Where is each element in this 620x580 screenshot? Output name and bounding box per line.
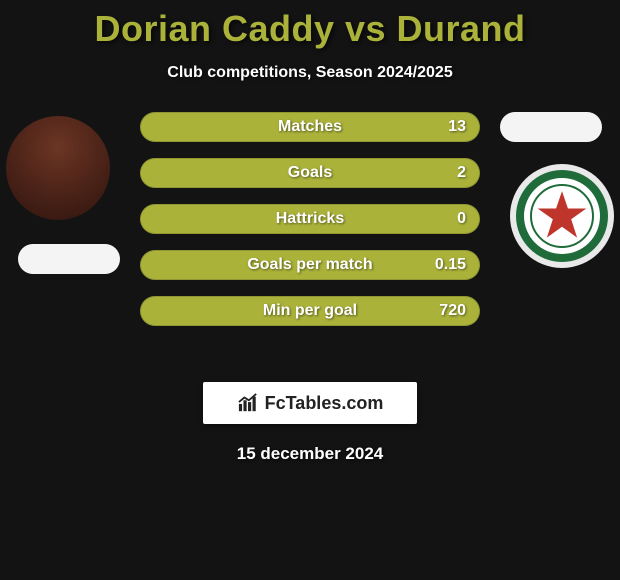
stat-right-value: 0 (457, 204, 466, 234)
stat-label: Hattricks (140, 204, 480, 234)
stat-label: Goals (140, 158, 480, 188)
stat-row-min-per-goal: Min per goal 720 (140, 296, 480, 326)
stat-row-matches: Matches 13 (140, 112, 480, 142)
stat-row-goals-per-match: Goals per match 0.15 (140, 250, 480, 280)
star-icon (535, 188, 589, 242)
stat-label: Matches (140, 112, 480, 142)
player-left-avatar (6, 116, 110, 220)
stat-label: Min per goal (140, 296, 480, 326)
stat-row-hattricks: Hattricks 0 (140, 204, 480, 234)
stat-bars: Matches 13 Goals 2 Hattricks 0 Goals per… (140, 112, 480, 342)
page-title: Dorian Caddy vs Durand (0, 0, 620, 50)
bar-chart-icon (237, 393, 259, 413)
snapshot-date: 15 december 2024 (0, 444, 620, 464)
stat-right-value: 13 (448, 112, 466, 142)
brand-badge: FcTables.com (203, 382, 417, 424)
comparison-stage: Matches 13 Goals 2 Hattricks 0 Goals per… (0, 112, 620, 372)
stat-row-goals: Goals 2 (140, 158, 480, 188)
player-right-flag (500, 112, 602, 142)
page-subtitle: Club competitions, Season 2024/2025 (0, 64, 620, 82)
stat-label: Goals per match (140, 250, 480, 280)
stat-right-value: 2 (457, 158, 466, 188)
brand-text: FcTables.com (265, 393, 384, 414)
stat-right-value: 0.15 (435, 250, 466, 280)
player-right-avatar (510, 164, 614, 268)
player-left-flag (18, 244, 120, 274)
stat-right-value: 720 (439, 296, 466, 326)
